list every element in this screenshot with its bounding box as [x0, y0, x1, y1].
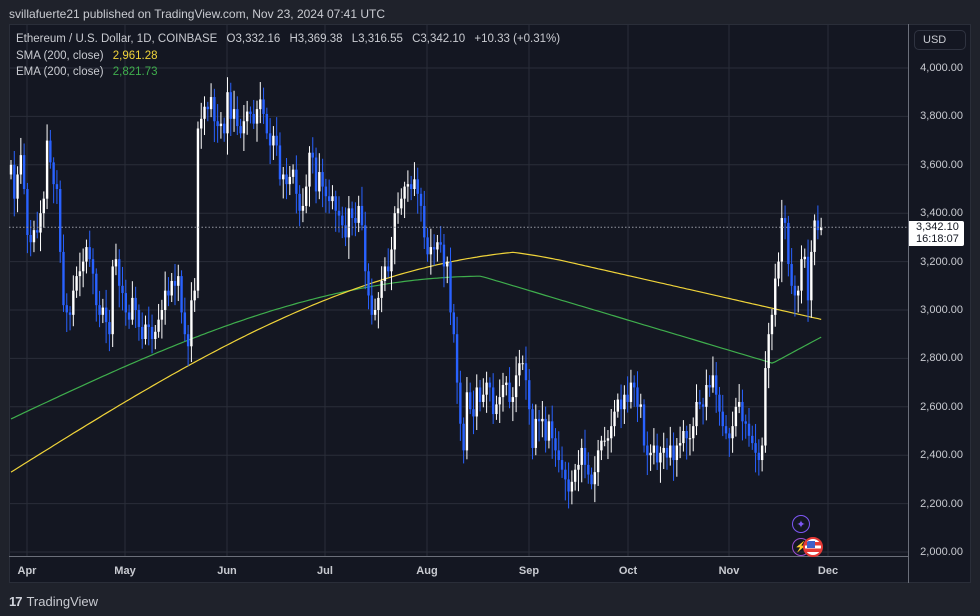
price-tick: 3,200.00 [920, 256, 963, 268]
legend-open: O3,332.16 [226, 33, 281, 45]
month-label: Nov [718, 565, 740, 577]
price-tick: 3,400.00 [920, 207, 963, 219]
chart-legend: Ethereum / U.S. Dollar, 1D, COINBASE O3,… [16, 31, 566, 81]
price-tick: 3,800.00 [920, 110, 963, 122]
bar-countdown: 16:18:07 [916, 232, 959, 245]
legend-ema-row[interactable]: EMA (200, close) 2,821.73 [16, 64, 566, 81]
publisher-caption: svillafuerte21 published on TradingView.… [9, 7, 386, 21]
price-axis[interactable]: 4,000.00 3,800.00 3,600.00 3,400.00 3,20… [908, 24, 971, 583]
currency-button[interactable]: USD [914, 30, 966, 50]
legend-high: H3,369.38 [289, 33, 343, 45]
flag-us-event-icon[interactable] [803, 537, 823, 557]
chart-panel [9, 24, 971, 583]
last-price-label: 3,342.10 16:18:07 [909, 221, 964, 246]
legend-sma-row[interactable]: SMA (200, close) 2,961.28 [16, 48, 566, 65]
legend-symbol-row: Ethereum / U.S. Dollar, 1D, COINBASE O3,… [16, 31, 566, 48]
ema-label: EMA (200, close) [16, 66, 104, 78]
month-label: Apr [17, 565, 37, 577]
price-tick: 2,600.00 [920, 401, 963, 413]
legend-change: +10.33 (+0.31%) [474, 33, 561, 45]
price-tick: 4,000.00 [920, 62, 963, 74]
month-label: Dec [817, 565, 839, 577]
month-label: Jun [217, 565, 237, 577]
price-tick: 2,200.00 [920, 498, 963, 510]
legend-symbol: Ethereum / U.S. Dollar, 1D, COINBASE [16, 33, 218, 45]
plot-area[interactable] [9, 24, 908, 556]
price-tick: 2,000.00 [920, 546, 963, 558]
legend-low: L3,316.55 [351, 33, 403, 45]
month-label: Sep [518, 565, 540, 577]
price-tick: 3,000.00 [920, 304, 963, 316]
price-tick: 3,600.00 [920, 159, 963, 171]
ema-value: 2,821.73 [112, 66, 158, 78]
flag-canton [807, 541, 815, 548]
star-event-icon[interactable]: ✦ [792, 515, 810, 533]
tradingview-logo-icon: 17 [9, 594, 23, 609]
price-tick: 2,400.00 [920, 449, 963, 461]
price-tick: 2,800.00 [920, 352, 963, 364]
month-label: Aug [416, 565, 438, 577]
sma-value: 2,961.28 [112, 49, 158, 62]
candlestick-chart [9, 24, 908, 556]
month-label: May [114, 565, 136, 577]
time-axis[interactable]: Apr May Jun Jul Aug Sep Oct Nov Dec [9, 556, 908, 583]
month-label: Jul [317, 565, 333, 577]
footer-brand: TradingView [26, 594, 99, 609]
legend-close: C3,342.10 [412, 33, 466, 45]
sma-label: SMA (200, close) [16, 49, 104, 62]
month-label: Oct [618, 565, 638, 577]
last-price: 3,342.10 [916, 221, 959, 233]
footer: 17 TradingView [9, 594, 98, 609]
